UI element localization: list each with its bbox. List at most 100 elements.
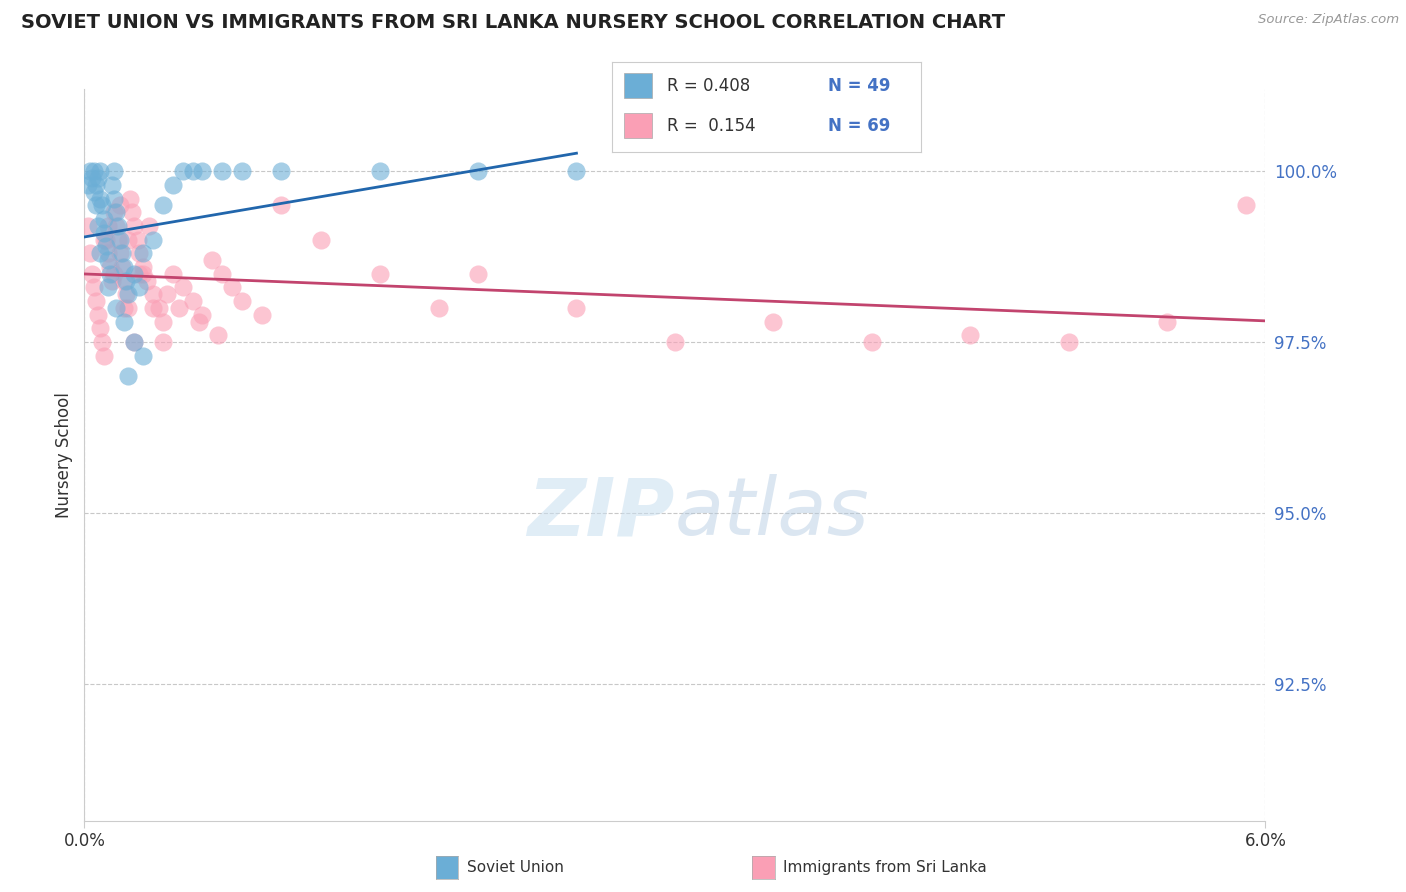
Point	[467, 267, 489, 281]
Point	[121, 205, 143, 219]
Point	[117, 233, 139, 247]
Point	[111, 246, 134, 260]
Point	[103, 164, 125, 178]
Bar	[624, 73, 652, 98]
Point	[84, 178, 107, 192]
Point	[112, 274, 135, 288]
Point	[172, 164, 194, 178]
Point	[181, 164, 204, 178]
Point	[101, 274, 124, 288]
Point	[132, 267, 155, 281]
Point	[152, 335, 174, 350]
Point	[111, 260, 134, 274]
Point	[122, 219, 145, 233]
Point	[1234, 198, 1257, 212]
Point	[97, 253, 120, 268]
Point	[93, 226, 115, 240]
Point	[97, 280, 120, 294]
Point	[89, 321, 111, 335]
Point	[84, 198, 107, 212]
Point	[250, 308, 273, 322]
Point	[1057, 335, 1080, 350]
Point	[83, 164, 105, 178]
Point	[152, 315, 174, 329]
Point	[94, 233, 117, 247]
Text: Immigrants from Sri Lanka: Immigrants from Sri Lanka	[783, 860, 987, 874]
Point	[221, 280, 243, 294]
Point	[108, 246, 131, 260]
Point	[122, 335, 145, 350]
Point	[83, 185, 105, 199]
Point	[127, 233, 149, 247]
Point	[93, 212, 115, 227]
Point	[93, 233, 115, 247]
Point	[309, 233, 332, 247]
Point	[142, 301, 165, 315]
Point	[103, 192, 125, 206]
Point	[117, 287, 139, 301]
Bar	[624, 113, 652, 138]
Point	[107, 233, 129, 247]
Text: atlas: atlas	[675, 475, 870, 552]
Point	[112, 315, 135, 329]
Point	[201, 253, 224, 268]
Point	[101, 178, 124, 192]
Point	[83, 280, 105, 294]
Point	[89, 246, 111, 260]
Point	[467, 164, 489, 178]
Point	[368, 267, 391, 281]
Point	[959, 328, 981, 343]
Point	[860, 335, 883, 350]
Point	[118, 192, 141, 206]
Point	[104, 205, 127, 219]
Point	[93, 349, 115, 363]
Text: N = 49: N = 49	[828, 77, 890, 95]
Point	[77, 219, 100, 233]
Point	[98, 260, 121, 274]
Point	[79, 246, 101, 260]
Text: SOVIET UNION VS IMMIGRANTS FROM SRI LANKA NURSERY SCHOOL CORRELATION CHART: SOVIET UNION VS IMMIGRANTS FROM SRI LANK…	[21, 13, 1005, 32]
Point	[565, 301, 588, 315]
Point	[368, 164, 391, 178]
Point	[207, 328, 229, 343]
Point	[211, 164, 233, 178]
Point	[172, 280, 194, 294]
Point	[108, 198, 131, 212]
Point	[98, 267, 121, 281]
Point	[97, 219, 120, 233]
Point	[112, 260, 135, 274]
Point	[181, 294, 204, 309]
Point	[270, 164, 292, 178]
Point	[762, 315, 785, 329]
Y-axis label: Nursery School: Nursery School	[55, 392, 73, 518]
Point	[114, 274, 136, 288]
Text: N = 69: N = 69	[828, 117, 890, 135]
Point	[138, 219, 160, 233]
Point	[142, 233, 165, 247]
Text: Soviet Union: Soviet Union	[467, 860, 564, 874]
Point	[231, 294, 253, 309]
Point	[270, 198, 292, 212]
Point	[77, 178, 100, 192]
Point	[132, 246, 155, 260]
Text: ZIP: ZIP	[527, 475, 675, 552]
Point	[91, 335, 114, 350]
Point	[211, 267, 233, 281]
Point	[142, 287, 165, 301]
Point	[117, 301, 139, 315]
Point	[82, 267, 104, 281]
Point	[128, 267, 150, 281]
Point	[664, 335, 686, 350]
Point	[187, 315, 209, 329]
Point	[97, 246, 120, 260]
Point	[122, 335, 145, 350]
Point	[117, 369, 139, 384]
Point	[91, 198, 114, 212]
Point	[87, 219, 110, 233]
Point	[128, 246, 150, 260]
Text: R = 0.408: R = 0.408	[668, 77, 751, 95]
Point	[132, 260, 155, 274]
Point	[132, 349, 155, 363]
Point	[112, 301, 135, 315]
Point	[156, 287, 179, 301]
